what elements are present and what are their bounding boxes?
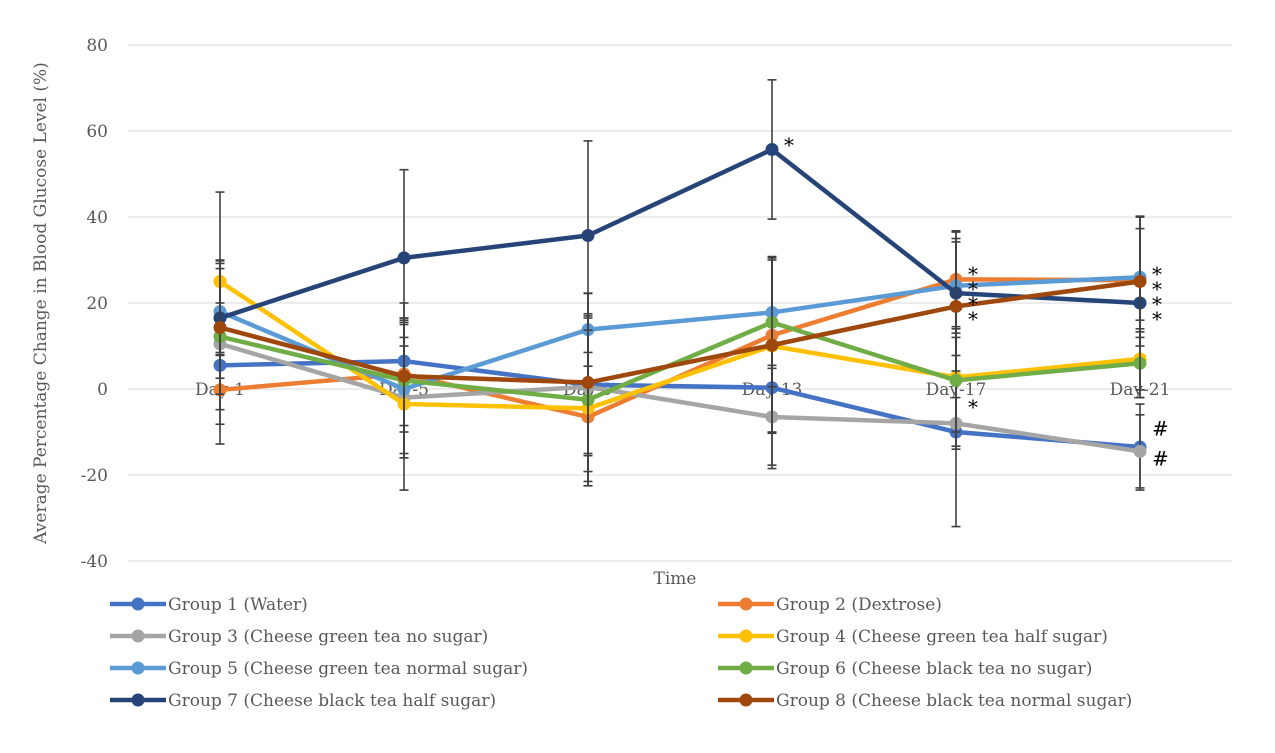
legend-swatch-marker <box>131 629 145 643</box>
legend: Group 1 (Water) Group 2 (Dextrose) Group 3… <box>110 595 1132 711</box>
legend-label: Group 3 (Cheese green tea no sugar) <box>168 627 488 647</box>
legend-item: Group 2 (Dextrose) <box>718 595 942 615</box>
data-point <box>581 228 595 242</box>
significance-mark: * <box>968 262 978 286</box>
series-line <box>219 341 1141 454</box>
data-point <box>213 321 227 335</box>
legend-swatch-marker <box>739 661 753 675</box>
y-tick-label: -40 <box>81 552 108 572</box>
x-axis-title: Time <box>654 569 697 589</box>
significance-annotations: **********## <box>784 133 1169 471</box>
legend-label: Group 8 (Cheese black tea normal sugar) <box>776 691 1132 711</box>
y-tick-label: 0 <box>97 380 108 400</box>
data-point <box>397 251 411 265</box>
data-point <box>1133 444 1147 458</box>
legend-item: Group 5 (Cheese green tea normal sugar) <box>110 659 528 679</box>
y-tick-label: 60 <box>86 122 108 142</box>
data-point <box>949 373 963 387</box>
legend-item: Group 1 (Water) <box>110 595 308 615</box>
legend-item: Group 8 (Cheese black tea normal sugar) <box>718 691 1132 711</box>
y-tick-labels: -40 -20 0 20 40 60 80 <box>81 36 108 572</box>
data-point <box>397 369 411 383</box>
series-line <box>218 279 1141 411</box>
significance-mark: * <box>968 277 978 301</box>
y-tick-label: 20 <box>86 294 108 314</box>
legend-label: Group 1 (Water) <box>168 595 308 615</box>
legend-swatch-marker <box>739 597 753 611</box>
y-tick-label: 40 <box>86 208 108 228</box>
significance-mark: # <box>1152 447 1169 471</box>
significance-mark: * <box>968 307 978 331</box>
x-tick-labels: Day-1Day-5Day-9Day-13Day-17Day-21 <box>195 380 1170 400</box>
significance-mark: * <box>968 292 978 316</box>
legend-item: Group 7 (Cheese black tea half sugar) <box>110 691 496 711</box>
series-1 <box>213 309 1147 528</box>
series-line <box>219 147 1141 321</box>
series-line <box>219 358 1141 450</box>
data-point <box>949 299 963 313</box>
significance-mark: * <box>784 133 794 157</box>
data-point <box>765 338 779 352</box>
legend-item: Group 4 (Cheese green tea half sugar) <box>718 627 1108 647</box>
series-5 <box>213 216 1147 455</box>
legend-swatch-marker <box>739 629 753 643</box>
y-tick-label: -20 <box>81 466 108 486</box>
series-line <box>219 279 1141 385</box>
legend-label: Group 6 (Cheese black tea no sugar) <box>776 659 1092 679</box>
significance-mark: * <box>1152 277 1162 301</box>
legend-swatch-marker <box>739 693 753 707</box>
data-point <box>581 376 595 390</box>
legend-swatch-marker <box>131 661 145 675</box>
series-2 <box>213 227 1147 483</box>
series-line <box>219 320 1141 402</box>
series-3 <box>213 308 1147 489</box>
series-8 <box>213 216 1147 473</box>
legend-label: Group 2 (Dextrose) <box>776 595 942 615</box>
significance-mark: * <box>1152 292 1162 316</box>
significance-mark: * <box>968 395 978 419</box>
data-point <box>1133 275 1147 288</box>
significance-mark: # <box>1152 417 1169 441</box>
legend-label: Group 7 (Cheese black tea half sugar) <box>168 691 496 711</box>
data-point <box>765 142 779 156</box>
legend-item: Group 6 (Cheese black tea no sugar) <box>718 659 1092 679</box>
gridlines <box>128 44 1232 562</box>
legend-label: Group 5 (Cheese green tea normal sugar) <box>168 659 528 679</box>
y-tick-label: 80 <box>86 36 108 56</box>
legend-item: Group 3 (Cheese green tea no sugar) <box>110 627 488 647</box>
series-line <box>219 274 1141 392</box>
y-axis-title: Average Percentage Change in Blood Gluco… <box>31 62 51 545</box>
legend-swatch-marker <box>131 597 145 611</box>
series-lines <box>213 79 1147 528</box>
legend-label: Group 4 (Cheese green tea half sugar) <box>776 627 1108 647</box>
legend-swatch-marker <box>131 693 145 707</box>
significance-mark: * <box>1152 262 1162 286</box>
significance-mark: * <box>1152 307 1162 331</box>
